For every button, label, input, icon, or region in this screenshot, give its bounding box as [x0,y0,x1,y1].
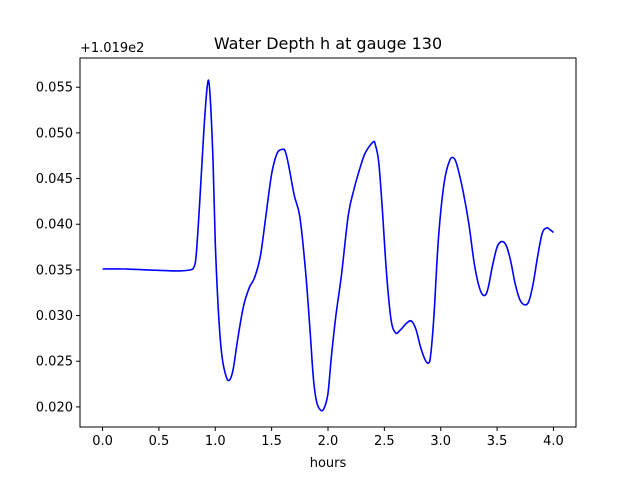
y-tick-label-4: 0.040 [36,218,73,233]
y-tick-label-7: 0.055 [36,81,73,96]
x-tick-label-5: 2.5 [374,434,395,449]
series-line-0 [102,79,554,412]
x-tick-label-8: 4.0 [543,434,564,449]
x-tick-label-0: 0.0 [92,434,113,449]
y-tick-label-2: 0.030 [36,309,73,324]
x-tick-label-1: 0.5 [149,434,170,449]
x-tick-label-6: 3.0 [430,434,451,449]
y-tick-label-5: 0.045 [36,172,73,187]
y-tick-label-3: 0.035 [36,263,73,278]
y-tick-label-0: 0.020 [36,400,73,415]
y-tick-label-6: 0.050 [36,126,73,141]
y-tick-label-1: 0.025 [36,355,73,370]
plot-area: 0.0 0.5 1.0 1.5 2.0 2.5 3.0 3.5 4.0 0.020 0.025 0.0… [36,57,577,449]
x-tick-label-4: 2.0 [318,434,339,449]
chart-title: Water Depth h at gauge 130 [214,34,442,53]
x-tick-label-2: 1.0 [205,434,226,449]
x-tick-label-3: 1.5 [261,434,282,449]
y-offset-label: +1.019e2 [80,41,144,56]
x-tick-label-7: 3.5 [487,434,508,449]
x-axis-label: hours [310,456,347,471]
